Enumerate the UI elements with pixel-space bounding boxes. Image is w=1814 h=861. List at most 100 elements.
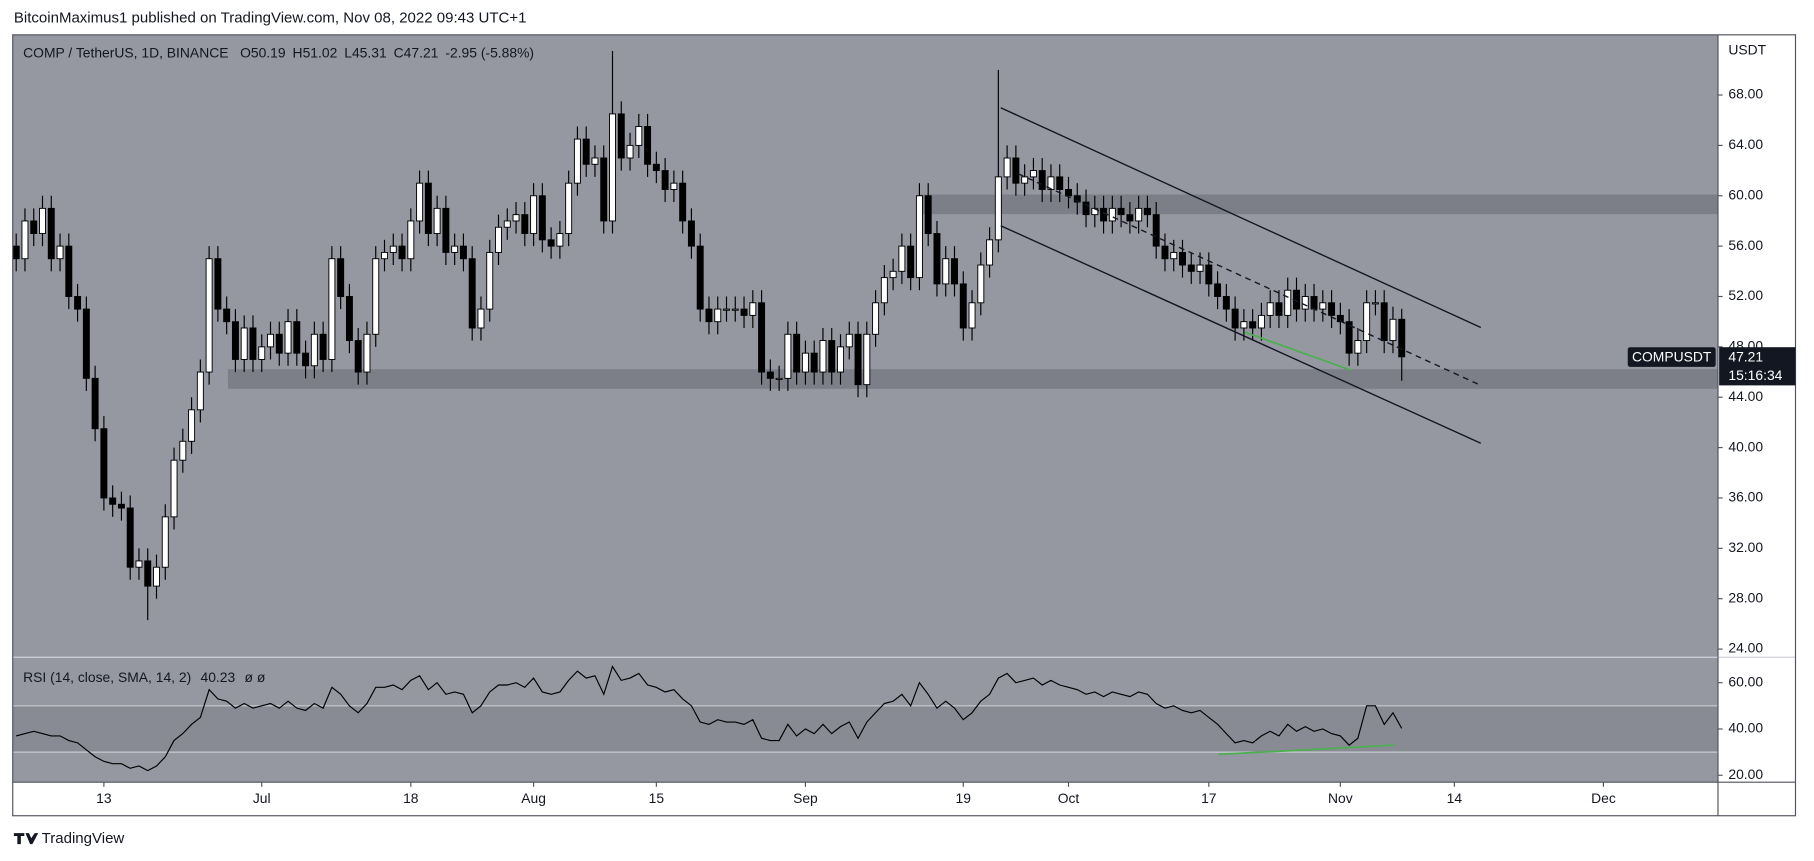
- support-zone: [227, 369, 1718, 389]
- candle-body: [302, 352, 310, 367]
- candle-body: [837, 346, 844, 373]
- candle-body: [495, 226, 502, 253]
- candle-body: [196, 371, 204, 411]
- candle-body: [398, 245, 406, 260]
- candle-body: [231, 321, 239, 360]
- candle-body: [1398, 318, 1406, 358]
- h-value: 51.02: [303, 44, 338, 60]
- candle-body: [951, 258, 958, 285]
- candle-body: [1231, 308, 1239, 329]
- candle-body: [424, 182, 432, 235]
- candle-body: [1170, 251, 1178, 260]
- candle-body: [626, 144, 634, 159]
- candle-body: [1284, 289, 1292, 316]
- candle-body: [91, 377, 99, 430]
- y-tick-label: 32.00: [1728, 539, 1763, 555]
- y-tick-label: 24.00: [1728, 640, 1763, 656]
- candle-body: [240, 327, 248, 360]
- candle-body: [784, 333, 792, 379]
- candle-body: [468, 258, 476, 329]
- candle-body: [144, 560, 152, 587]
- y-tick-label: 40.00: [1728, 438, 1763, 454]
- candle-body: [547, 239, 555, 247]
- candle-body: [880, 277, 888, 304]
- candles: [12, 50, 1406, 621]
- candle-body: [389, 245, 397, 253]
- candle-body: [345, 296, 353, 342]
- candle-body: [117, 503, 125, 509]
- publish-header: BitcoinMaximus1 published on TradingView…: [14, 10, 527, 27]
- x-tick-label: Aug: [521, 790, 546, 806]
- x-tick-label: Oct: [1058, 790, 1080, 806]
- candle-body: [1275, 302, 1283, 316]
- candle-body: [188, 409, 196, 442]
- y-tick-label: 56.00: [1728, 237, 1763, 253]
- candle-body: [1003, 157, 1011, 178]
- x-tick-label: Dec: [1591, 790, 1616, 806]
- candle-body: [21, 220, 29, 260]
- candle-body: [328, 258, 336, 360]
- y-tick-label: 60.00: [1728, 186, 1763, 202]
- rsi-y-tick-label: 60.00: [1728, 673, 1763, 689]
- candle-body: [153, 566, 160, 587]
- candle-body: [758, 302, 766, 373]
- candle-body: [530, 195, 538, 235]
- candle-body: [477, 308, 485, 329]
- candle-body: [644, 126, 652, 165]
- rsi-line: [16, 665, 1403, 772]
- candle-body: [1196, 264, 1204, 272]
- candle-body: [942, 258, 950, 285]
- candle-body: [56, 245, 64, 260]
- rsi-layer: [16, 665, 1403, 772]
- y-tick-label: 52.00: [1728, 287, 1763, 303]
- candle-body: [1056, 176, 1064, 190]
- o-value: 50.19: [251, 44, 286, 60]
- candle-body: [1117, 207, 1125, 216]
- candle-body: [1222, 296, 1230, 310]
- candle-body: [170, 459, 178, 518]
- x-tick-label: Jul: [253, 790, 271, 806]
- rsi-value: 40.23: [201, 669, 236, 685]
- candle-body: [1135, 207, 1143, 222]
- rsi-band-layer: [12, 705, 1718, 753]
- candle-body: [723, 308, 730, 311]
- candle-body: [1328, 302, 1336, 316]
- candle-body: [556, 233, 564, 247]
- channel-lower: [1000, 225, 1482, 444]
- logo-icon: [13, 833, 39, 845]
- candle-body: [670, 182, 678, 190]
- candle-body: [687, 220, 695, 247]
- footer-brand: TradingView: [42, 830, 125, 847]
- candle-body: [819, 340, 827, 373]
- candle-body: [679, 182, 687, 222]
- candle-body: [433, 207, 441, 235]
- price-axis-unit: USDT: [1728, 42, 1766, 58]
- candle-body: [1082, 201, 1090, 216]
- x-tick-label: 13: [96, 790, 112, 806]
- candle-body: [205, 258, 213, 373]
- c-value: 47.21: [404, 44, 439, 60]
- candle-body: [39, 207, 46, 235]
- candle-body: [977, 264, 985, 304]
- candle-body: [872, 302, 880, 335]
- candle-body: [459, 245, 467, 260]
- candle-body: [986, 239, 994, 266]
- candle-body: [258, 346, 266, 360]
- candle-body: [1249, 321, 1257, 329]
- rsi-legend: RSI (14, close, SMA, 14, 2) 40.23 ø ø: [23, 669, 266, 685]
- x-tick-label: 19: [956, 790, 972, 806]
- candle-body: [1038, 170, 1046, 190]
- candle-body: [959, 283, 967, 329]
- candle-body: [416, 182, 424, 222]
- l-label: L: [344, 44, 352, 60]
- candle-body: [573, 138, 581, 184]
- candle-body: [512, 214, 520, 222]
- candle-body: [293, 321, 301, 354]
- candle-body: [1100, 207, 1108, 222]
- chart-frame: [12, 34, 1797, 817]
- candle-body: [828, 340, 836, 373]
- x-tick-label: 15: [649, 790, 665, 806]
- candle-body: [1371, 302, 1379, 305]
- candle-body: [1301, 296, 1309, 310]
